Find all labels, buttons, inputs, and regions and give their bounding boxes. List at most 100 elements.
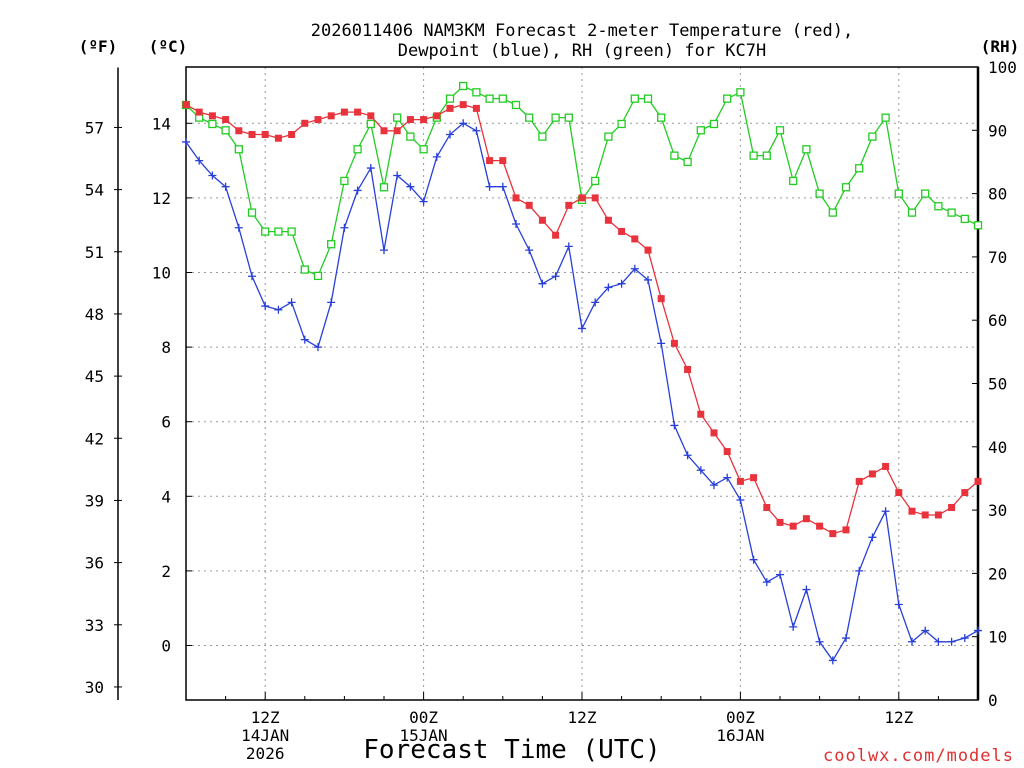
rh-point — [881, 113, 890, 122]
rh-point — [538, 132, 547, 141]
dewpoint-point — [644, 275, 652, 284]
rh-point — [300, 265, 309, 274]
rh-point — [828, 208, 837, 217]
rh-point — [775, 126, 785, 135]
rh-point — [525, 113, 534, 122]
temperature-point — [974, 477, 982, 485]
temperature-point — [855, 477, 863, 485]
rh-tick-label: 20 — [988, 564, 1007, 583]
plot-frame — [185, 66, 979, 701]
temperature-point — [472, 104, 480, 112]
rh-point — [261, 227, 270, 236]
dewpoint-point — [314, 343, 322, 352]
temperature-point — [380, 127, 388, 135]
rh-point — [960, 214, 969, 224]
celsius-tick-label: 12 — [152, 189, 171, 208]
temperature-point — [552, 231, 560, 239]
dewpoint-point — [419, 197, 428, 206]
rh-point — [564, 113, 573, 122]
x-tick-label: 00Z — [409, 708, 438, 727]
temperature-point — [446, 104, 454, 112]
temperature-point — [301, 119, 309, 127]
rh-point — [630, 94, 639, 103]
rh-tick-label: 80 — [988, 185, 1007, 204]
dewpoint-point — [393, 171, 402, 180]
temperature-point — [789, 522, 797, 530]
temperature-point — [261, 130, 269, 138]
temperature-point — [921, 511, 929, 519]
temperature-point — [934, 511, 942, 519]
rh-tick-label: 100 — [988, 58, 1017, 77]
series-temperature — [182, 101, 982, 538]
dewpoint-point — [683, 451, 692, 460]
temperature-point — [670, 339, 678, 347]
rh-point — [683, 157, 692, 167]
rh-point — [419, 145, 428, 154]
rh-point — [921, 189, 930, 198]
temperature-point — [631, 235, 639, 243]
dewpoint-point — [749, 555, 758, 564]
dewpoint-point — [868, 533, 877, 542]
fahrenheit-tick-label: 57 — [85, 118, 104, 137]
temperature-point — [327, 112, 335, 120]
fahrenheit-tick-label: 48 — [85, 305, 104, 324]
temperature-point — [578, 194, 586, 202]
dewpoint-point — [762, 578, 771, 587]
dewpoint-point — [604, 283, 613, 292]
rh-point — [855, 164, 864, 173]
temperature-point — [486, 157, 494, 165]
dewpoint-point — [274, 305, 283, 314]
temperature-point — [354, 108, 362, 116]
temperature-point — [750, 474, 758, 482]
temperature-point — [723, 448, 731, 456]
temperature-point — [618, 227, 626, 235]
temperature-point — [433, 112, 441, 120]
fahrenheit-tick-label: 39 — [85, 491, 104, 510]
temperature-point — [842, 526, 850, 534]
dewpoint-point — [432, 152, 441, 161]
celsius-tick-label: 10 — [152, 264, 171, 283]
dewpoint-point — [353, 186, 362, 195]
fahrenheit-tick-label: 51 — [85, 243, 104, 262]
dewpoint-point — [564, 242, 573, 251]
temperature-point — [525, 201, 533, 209]
dewpoint-point — [723, 473, 732, 482]
temperature-point — [763, 503, 771, 511]
dewpoint-point — [828, 656, 837, 665]
temperature-point — [868, 470, 876, 478]
rh-point — [247, 208, 257, 217]
dewpoint-point — [947, 637, 956, 646]
temperature-point — [684, 365, 692, 373]
dewpoint-point — [459, 119, 468, 128]
dewpoint-point — [366, 164, 375, 173]
series-dewpoint — [182, 119, 982, 665]
rh-point — [393, 113, 402, 122]
rh-point — [815, 189, 824, 198]
rh-point — [498, 94, 507, 103]
dewpoint-point — [578, 324, 586, 333]
rh-point — [868, 132, 877, 141]
rh-tick-label: 30 — [988, 501, 1007, 520]
temperature-point — [908, 507, 916, 515]
rh-tick-label: 50 — [988, 375, 1007, 394]
rh-point — [617, 119, 626, 129]
fahrenheit-tick-label: 30 — [85, 678, 104, 697]
dewpoint-point — [908, 637, 916, 646]
temperature-point — [195, 108, 203, 116]
temperature-point — [393, 127, 401, 135]
rh-tick-label: 60 — [988, 311, 1007, 330]
credit-link[interactable]: coolwx.com/models — [823, 746, 1014, 766]
temperature-point — [816, 522, 824, 530]
temperature-point — [802, 515, 810, 523]
rh-point — [208, 119, 217, 129]
grid-lines — [186, 67, 978, 700]
celsius-tick-label: 0 — [161, 637, 171, 656]
temperature-point — [710, 429, 718, 437]
rh-point — [327, 240, 336, 249]
dewpoint-point — [842, 634, 850, 643]
dewpoint-point — [485, 182, 494, 191]
chart-title-line-2: Dewpoint (blue), RH (green) for KC7H — [398, 41, 766, 61]
temperature-point — [948, 503, 956, 511]
rh-point — [445, 94, 455, 103]
